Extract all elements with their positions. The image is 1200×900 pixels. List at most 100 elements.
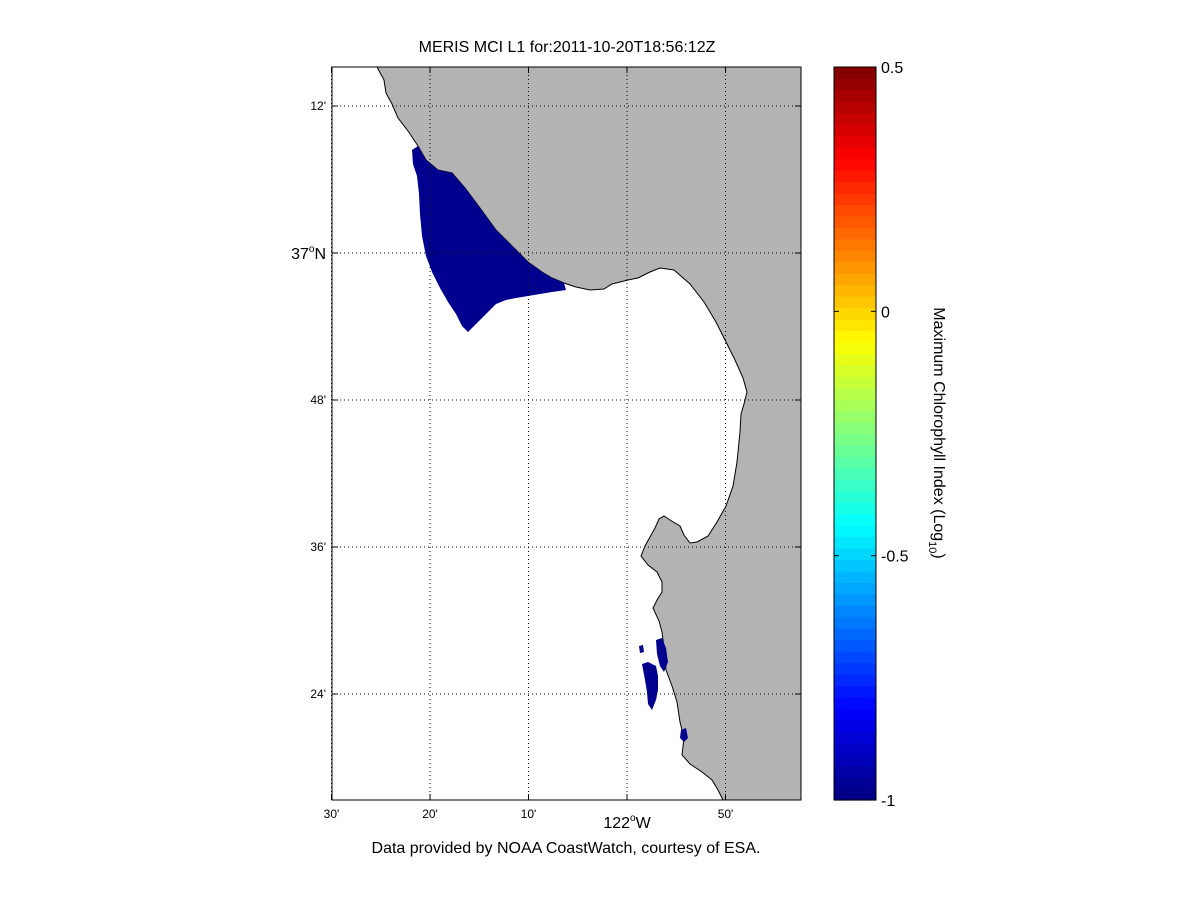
colorbar-band (834, 616, 876, 629)
colorbar-band (834, 341, 876, 354)
colorbar-band (834, 765, 876, 778)
colorbar-label-subscript: 10 (926, 541, 938, 553)
longitude-axis-degrees: 122 (603, 815, 630, 832)
colorbar-band (834, 570, 876, 583)
degree-symbol: o (309, 244, 315, 255)
colorbar-band (834, 89, 876, 102)
colorbar-band (834, 364, 876, 377)
bloom-north-patch (412, 146, 566, 332)
colorbar-band (834, 685, 876, 698)
colorbar-tick-label: -1 (881, 793, 895, 810)
colorbar-band (834, 261, 876, 274)
latitude-label: 24' (310, 687, 326, 701)
map-title: MERIS MCI L1 for:2011-10-20T18:56:12Z (419, 39, 716, 56)
colorbar-band (834, 525, 876, 538)
colorbar-frame (833, 66, 877, 801)
latitude-label: 37oN (291, 244, 326, 263)
colorbar-label: Maximum Chlorophyll Index (Log10) (926, 307, 947, 558)
colorbar-tick-label: 0 (881, 304, 890, 321)
bloom-south-patch (642, 662, 658, 710)
longitude-axis-hemisphere: W (636, 815, 652, 832)
colorbar-band (834, 250, 876, 263)
longitude-labels: 30' 20' 10' 50' (324, 807, 734, 821)
colorbar-band (834, 101, 876, 114)
colorbar-band (834, 135, 876, 148)
colorbar-band (834, 273, 876, 286)
colorbar-ticks: 0.5 0 -0.5 -1 (834, 60, 909, 810)
map-tick-marks (331, 67, 801, 800)
longitude-axis-label: 122oW (603, 813, 651, 832)
colorbar-band (834, 387, 876, 400)
latitude-label: 48' (310, 393, 326, 407)
colorbar-band (834, 170, 876, 183)
colorbar-band (834, 639, 876, 652)
latitude-degrees: 37 (291, 246, 309, 263)
colorbar-band (834, 192, 876, 206)
colorbar-band (834, 410, 876, 423)
colorbar-band (834, 78, 876, 91)
longitude-label: 30' (324, 807, 340, 821)
colorbar-band (834, 124, 876, 137)
latitude-labels: 12' 37oN 48' 36' 24' (291, 99, 326, 701)
colorbar-band (834, 490, 876, 503)
colorbar-band (834, 67, 876, 80)
colorbar-gradient (834, 67, 876, 801)
colorbar-band (834, 444, 876, 458)
colorbar-band (834, 651, 876, 664)
colorbar-band (834, 284, 876, 297)
map-frame (331, 66, 802, 801)
colorbar-band (834, 479, 876, 492)
colorbar-band (834, 467, 876, 480)
colorbar-band (834, 422, 876, 435)
colorbar-band (834, 754, 876, 767)
latitude-label: 12' (310, 99, 326, 113)
colorbar-band (834, 777, 876, 790)
colorbar-band (834, 502, 876, 515)
data-credit: Data provided by NOAA CoastWatch, courte… (372, 840, 761, 857)
colorbar-band (834, 318, 876, 332)
colorbar-band (834, 307, 876, 320)
colorbar-band (834, 353, 876, 366)
longitude-label: 50' (718, 807, 734, 821)
colorbar-band (834, 742, 876, 755)
bloom-south-patch-dot (639, 645, 644, 653)
colorbar-band (834, 147, 876, 160)
colorbar-tick-label: -0.5 (881, 549, 909, 566)
longitude-label: 10' (521, 807, 537, 821)
colorbar-band (834, 731, 876, 744)
latitude-hemisphere: N (314, 246, 326, 263)
colorbar-band (834, 238, 876, 251)
colorbar-band (834, 662, 876, 675)
colorbar-band (834, 628, 876, 641)
colorbar-band (834, 158, 876, 171)
colorbar: 0.5 0 -0.5 -1 Maximum Chlorophyll Index (Lo… (833, 60, 947, 810)
bloom-south-patch-coastal (656, 638, 668, 672)
colorbar-band (834, 536, 876, 549)
latitude-label: 36' (310, 540, 326, 554)
colorbar-band (834, 593, 876, 606)
colorbar-band (834, 330, 876, 343)
colorbar-band (834, 215, 876, 228)
colorbar-band (834, 605, 876, 618)
colorbar-band (834, 227, 876, 240)
colorbar-band (834, 376, 876, 389)
colorbar-band (834, 513, 876, 526)
bloom-south-patch-small (680, 728, 688, 742)
colorbar-band (834, 788, 876, 801)
colorbar-band (834, 112, 876, 125)
colorbar-band (834, 559, 876, 572)
colorbar-band (834, 433, 876, 446)
longitude-label: 20' (422, 807, 438, 821)
degree-symbol: o (630, 813, 636, 824)
colorbar-band (834, 708, 876, 721)
colorbar-band (834, 548, 876, 561)
colorbar-band (834, 399, 876, 412)
colorbar-band (834, 674, 876, 687)
colorbar-band (834, 204, 876, 217)
colorbar-band (834, 296, 876, 309)
colorbar-band (834, 582, 876, 595)
colorbar-band (834, 696, 876, 709)
colorbar-label-end: ) (930, 553, 947, 558)
